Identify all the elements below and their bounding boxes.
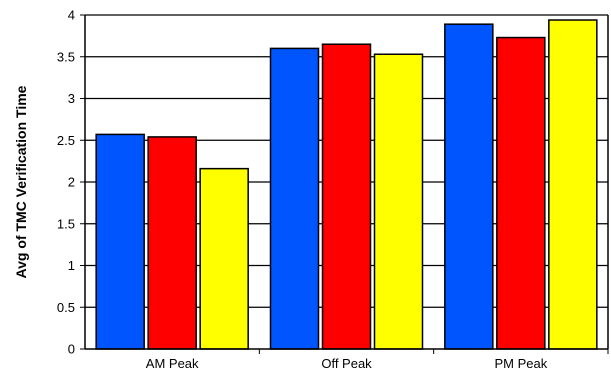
x-tick-label: AM Peak xyxy=(146,356,199,371)
bar xyxy=(95,133,145,350)
bar xyxy=(321,43,372,350)
y-tick-label: 2 xyxy=(68,175,75,190)
y-tick-label: 4 xyxy=(68,8,75,23)
x-tick-label: PM Peak xyxy=(494,356,547,371)
bar xyxy=(147,136,197,350)
bar xyxy=(548,19,598,350)
y-tick-label: 1.5 xyxy=(57,216,75,231)
y-tick-label: 3 xyxy=(68,91,75,106)
bar xyxy=(444,23,494,350)
bar xyxy=(269,47,320,350)
bar xyxy=(496,36,546,350)
y-tick-label: 0 xyxy=(68,342,75,357)
y-tick-label: 1 xyxy=(68,258,75,273)
bar xyxy=(199,167,249,350)
y-tick-label: 3.5 xyxy=(57,49,75,64)
x-tick-label: Off Peak xyxy=(321,356,372,371)
y-tick-label: 2.5 xyxy=(57,133,75,148)
y-axis-title: Avg of TMC Verification Time xyxy=(13,85,29,278)
y-tick-label: 0.5 xyxy=(57,300,75,315)
bar xyxy=(373,53,424,350)
